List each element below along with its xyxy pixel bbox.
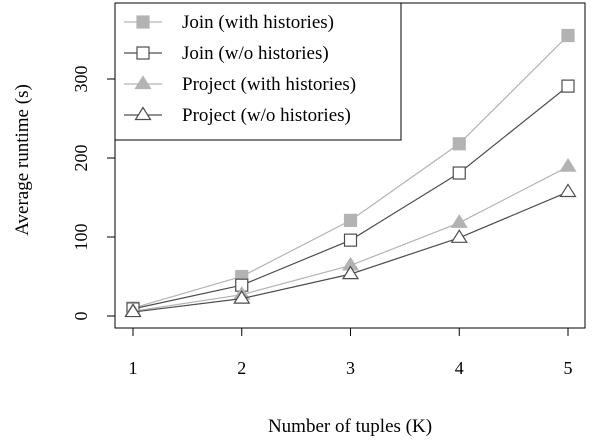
y-tick-label: 300 xyxy=(71,66,91,93)
x-tick-label: 5 xyxy=(564,358,573,378)
legend-marker xyxy=(136,46,150,60)
legend-marker xyxy=(134,75,152,90)
data-point xyxy=(450,229,468,243)
legend-label: Project (with histories) xyxy=(182,74,356,95)
data-point xyxy=(233,289,251,304)
series-4 xyxy=(124,183,577,318)
x-axis-title: Number of tuples (K) xyxy=(268,416,432,437)
legend: Join (with histories) Join (w/o histories… xyxy=(114,2,402,141)
data-point xyxy=(341,265,360,280)
data-point xyxy=(452,137,466,151)
data-point xyxy=(450,214,468,228)
data-point xyxy=(561,28,575,43)
data-point xyxy=(559,158,577,172)
x-tick-label: 2 xyxy=(237,358,246,378)
legend-label: Project (w/o histories) xyxy=(182,105,351,126)
y-tick-label: 200 xyxy=(71,145,91,172)
legend-label: Join (with histories) xyxy=(182,12,334,33)
legend-label: Join (w/o histories) xyxy=(182,43,329,64)
y-axis-title: Average runtime (s) xyxy=(12,84,33,236)
legend-marker xyxy=(136,15,150,29)
x-tick-label: 1 xyxy=(129,358,138,378)
legend-entry: Project (w/o histories) xyxy=(124,105,351,126)
legend-entry: Join (w/o histories) xyxy=(124,43,329,64)
y-axis: 0 100 200 300 xyxy=(71,66,116,321)
y-tick-label: 0 xyxy=(71,312,91,321)
legend-entry: Project (with histories) xyxy=(124,74,356,95)
data-point xyxy=(559,183,577,198)
data-point xyxy=(343,213,358,228)
series-layer xyxy=(124,28,577,318)
data-point xyxy=(452,166,466,180)
data-point xyxy=(561,79,575,93)
legend-entries: Join (with histories) Join (w/o histories… xyxy=(124,12,356,126)
legend-marker xyxy=(134,106,152,121)
y-tick-label: 100 xyxy=(71,224,91,251)
data-point xyxy=(343,233,358,247)
x-tick-label: 3 xyxy=(346,358,355,378)
x-axis: 1 2 3 4 5 xyxy=(129,327,573,378)
legend-box xyxy=(114,2,402,141)
series-line xyxy=(132,191,569,313)
legend-entry: Join (with histories) xyxy=(124,12,334,33)
data-point xyxy=(124,303,142,318)
x-tick-label: 4 xyxy=(455,358,464,378)
